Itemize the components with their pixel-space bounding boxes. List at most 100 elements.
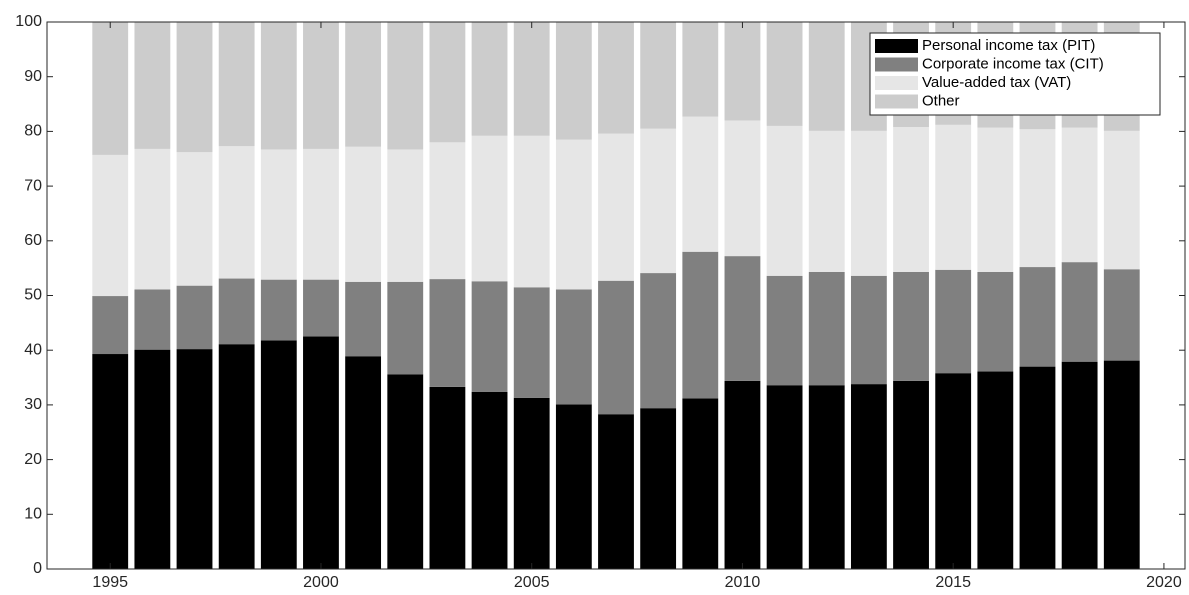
bar-segment — [724, 256, 761, 381]
bar-segment — [598, 280, 634, 415]
bar-segment — [1061, 361, 1098, 569]
bar-segment — [134, 148, 171, 290]
bar-segment — [1061, 127, 1098, 263]
bar-segment — [724, 22, 761, 121]
bar-segment — [893, 380, 929, 569]
legend-swatch — [875, 94, 918, 109]
bar-segment — [808, 385, 845, 569]
bar-segment — [387, 22, 424, 150]
bar-segment — [808, 22, 845, 131]
bar-segment — [555, 139, 592, 290]
bar-segment — [850, 275, 887, 385]
bar-segment — [134, 289, 171, 350]
bar-segment — [1019, 366, 1056, 569]
bar-segment — [218, 146, 255, 279]
y-tick-label: 80 — [24, 123, 42, 140]
x-tick-label: 2015 — [935, 574, 971, 591]
bar-segment — [260, 149, 297, 280]
legend-box — [869, 32, 1161, 116]
bar-segment — [893, 127, 929, 272]
bar-segment — [640, 22, 677, 129]
y-tick-label: 50 — [24, 287, 42, 304]
y-tick-label: 100 — [15, 13, 42, 30]
bar-segment — [429, 142, 466, 280]
bar-segment — [303, 336, 339, 569]
bar-segment — [682, 22, 719, 117]
bar-segment — [1103, 130, 1140, 270]
bar-segment — [598, 22, 634, 134]
bar-segment — [640, 128, 677, 274]
bar-segment — [1103, 360, 1140, 569]
legend: Personal income tax (PIT)Corporate incom… — [869, 32, 1161, 116]
bar-segment — [850, 130, 887, 276]
bar-segment — [555, 404, 592, 569]
bar-segment — [640, 273, 677, 409]
bar-segment — [303, 148, 339, 280]
bar-segment — [429, 279, 466, 387]
legend-label: Other — [922, 92, 960, 109]
bar-segment — [387, 281, 424, 375]
bar-segment — [977, 271, 1014, 372]
bar-segment — [218, 278, 255, 345]
bar-segment — [176, 152, 213, 286]
bar-segment — [682, 251, 719, 399]
bar-segment — [682, 116, 719, 252]
y-tick-label: 10 — [24, 506, 42, 523]
bar-segment — [303, 22, 339, 149]
bar-segment — [513, 287, 550, 398]
bar-segment — [303, 279, 339, 337]
bar-segment — [555, 22, 592, 140]
bar-segment — [640, 408, 677, 569]
bar-segment — [513, 22, 550, 136]
bar-segment — [766, 22, 803, 126]
bar-segment — [598, 133, 634, 281]
bar-segment — [724, 380, 761, 569]
legend-swatch — [875, 76, 918, 90]
bar-segment — [345, 22, 382, 147]
bar-segment — [471, 281, 508, 392]
y-tick-label: 90 — [24, 68, 42, 85]
bar-segment — [176, 349, 213, 569]
legend-label: Corporate income tax (CIT) — [922, 55, 1104, 72]
bar-segment — [387, 149, 424, 282]
bar-segment — [92, 154, 129, 297]
bar-segment — [134, 349, 171, 569]
bar-segment — [387, 374, 424, 569]
bar-segment — [766, 125, 803, 276]
bar-segment — [345, 146, 382, 282]
bar-segment — [471, 391, 508, 569]
bar-segment — [176, 285, 213, 350]
bar-segment — [682, 398, 719, 569]
bar-segment — [471, 22, 508, 136]
bar-segment — [429, 22, 466, 143]
bar-segment — [935, 269, 972, 374]
legend-swatch — [875, 39, 918, 53]
bar-segment — [1103, 269, 1140, 361]
bar-segment — [429, 386, 466, 569]
bar-segment — [92, 296, 129, 355]
legend-label: Value-added tax (VAT) — [922, 74, 1071, 91]
bar-segment — [1019, 129, 1056, 268]
y-tick-label: 0 — [33, 560, 42, 577]
y-tick-label: 60 — [24, 232, 42, 249]
bar-segment — [1061, 262, 1098, 362]
y-tick-label: 70 — [24, 177, 42, 194]
bar-segment — [260, 279, 297, 341]
bar-segment — [977, 127, 1014, 272]
legend-label: Personal income tax (PIT) — [922, 37, 1095, 54]
bar-segment — [260, 340, 297, 569]
bar-segment — [724, 120, 761, 257]
bar-segment — [850, 384, 887, 569]
x-tick-label: 1995 — [92, 574, 128, 591]
bar-segment — [218, 22, 255, 147]
x-tick-label: 2000 — [303, 574, 339, 591]
x-tick-label: 2020 — [1146, 574, 1182, 591]
bar-segment — [935, 124, 972, 270]
bar-segment — [92, 354, 129, 569]
bar-segment — [766, 385, 803, 569]
x-tick-label: 2010 — [725, 574, 761, 591]
bar-segment — [92, 22, 129, 155]
bar-segment — [808, 271, 845, 386]
bar-segment — [977, 371, 1014, 569]
